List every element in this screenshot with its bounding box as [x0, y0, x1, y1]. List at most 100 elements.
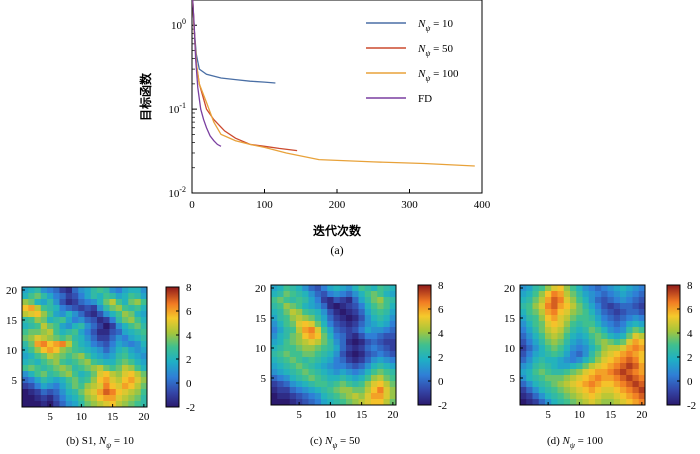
- heatmap-cell: [28, 359, 35, 366]
- heatmap-cell: [358, 381, 366, 388]
- heatmap-cell: [389, 291, 397, 298]
- heatmap-cell: [601, 327, 608, 334]
- heatmap-cell: [620, 285, 627, 292]
- heatmap-cell: [595, 399, 602, 406]
- heatmap-cell: [613, 369, 621, 376]
- heatmap-cell: [140, 377, 148, 384]
- heatmap-cell: [103, 317, 110, 324]
- heatmap-cell: [296, 321, 303, 328]
- x-tick-label: 5: [296, 409, 302, 421]
- heatmap-cell: [47, 377, 54, 384]
- heatmap-cell: [520, 315, 527, 322]
- heatmap-cell: [389, 309, 397, 316]
- heatmap-cell: [90, 401, 98, 408]
- heatmap-cell: [352, 345, 359, 352]
- heatmap-cell: [601, 363, 608, 370]
- heatmap-cell: [607, 339, 615, 346]
- heatmap-cell: [283, 345, 291, 352]
- heatmap-cell: [520, 291, 527, 298]
- heatmap-cell: [302, 357, 309, 364]
- heatmap-cell: [538, 315, 546, 322]
- heatmap-cell: [595, 393, 602, 400]
- heatmap-cell: [532, 297, 540, 304]
- heatmap-cell: [346, 399, 353, 406]
- heatmap-cell: [59, 383, 67, 390]
- x-tick-label: 20: [138, 411, 150, 423]
- heatmap-cell: [283, 291, 291, 298]
- heatmap-cell: [314, 357, 322, 364]
- heatmap-cell: [595, 375, 602, 382]
- colorbar-tick-label: 2: [186, 354, 192, 366]
- heatmap-cell: [595, 297, 602, 304]
- colorbar-tick-label: 4: [438, 328, 444, 340]
- panel-caption: (d) Nψ = 100: [547, 435, 604, 450]
- y-tick-label: 15: [255, 313, 267, 325]
- heatmap-cell: [364, 327, 372, 334]
- heatmap-cell: [327, 345, 334, 352]
- heatmap-cell: [277, 357, 284, 364]
- heatmap-cell: [72, 293, 79, 300]
- heatmap-cell: [570, 327, 577, 334]
- heatmap-cell: [545, 357, 552, 364]
- heatmap-cell: [638, 345, 646, 352]
- heatmap-cell: [613, 375, 621, 382]
- heatmap-cell: [389, 363, 397, 370]
- heatmap-cell: [346, 291, 353, 298]
- heatmap-cell: [588, 315, 596, 322]
- heatmap-cell: [308, 303, 316, 310]
- heatmap-cell: [78, 311, 85, 318]
- heatmap-cell: [333, 333, 341, 340]
- heatmap-cell: [109, 395, 117, 402]
- heatmap-cell: [22, 371, 29, 378]
- heatmap-cell: [314, 309, 322, 316]
- heatmap-cell: [563, 345, 571, 352]
- heatmap-cell: [333, 297, 341, 304]
- heatmap-cell: [122, 323, 129, 330]
- heatmap-cell: [626, 399, 633, 406]
- heatmap-cell: [78, 287, 85, 294]
- heatmap-cell: [28, 395, 35, 402]
- heatmap-cell: [545, 333, 552, 340]
- heatmap-cell: [97, 365, 104, 372]
- heatmap-cell: [109, 341, 117, 348]
- heatmap-cell: [140, 311, 148, 318]
- heatmap-cell: [321, 285, 328, 292]
- heatmap-cell: [532, 375, 540, 382]
- heatmap-cell: [582, 315, 590, 322]
- heatmap-cell: [128, 359, 135, 366]
- heatmap-cell: [339, 345, 347, 352]
- heatmap-cell: [115, 311, 123, 318]
- heatmap-cell: [289, 327, 297, 334]
- heatmap-cell: [557, 393, 565, 400]
- heatmap-cell: [22, 287, 29, 294]
- heatmap-cell: [22, 317, 29, 324]
- heatmap-cell: [296, 393, 303, 400]
- heatmap-cell: [115, 395, 123, 402]
- heatmap-cell: [65, 293, 73, 300]
- line-chart-objective: 0 100 200 300 400 100 10-1 10-2 Nψ = 10 Nψ = 50…: [138, 0, 491, 257]
- heatmap-cell: [122, 299, 129, 306]
- heatmap-cell: [140, 353, 148, 360]
- heatmap-cell: [283, 381, 291, 388]
- heatmap-cell: [557, 387, 565, 394]
- heatmap-cell: [520, 285, 527, 292]
- heatmap-cell: [346, 297, 353, 304]
- heatmap-cell: [364, 291, 372, 298]
- heatmap-cell: [538, 381, 546, 388]
- heatmap-cell: [377, 333, 384, 340]
- heatmap-cell: [632, 381, 640, 388]
- heatmap-cell: [557, 285, 565, 292]
- legend-box: [361, 7, 479, 109]
- heatmap-cell: [84, 293, 92, 300]
- legend-label: FD: [418, 93, 432, 105]
- heatmap-cell: [377, 387, 384, 394]
- heatmap-cell: [90, 359, 98, 366]
- heatmap-cell: [283, 285, 291, 292]
- heatmap-cell: [613, 321, 621, 328]
- heatmap-cell: [34, 287, 42, 294]
- heatmap-cell: [551, 393, 558, 400]
- heatmap-cell: [588, 285, 596, 292]
- heatmap-cell: [40, 335, 48, 342]
- heatmap-cell: [632, 333, 640, 340]
- heatmap-cell: [34, 359, 42, 366]
